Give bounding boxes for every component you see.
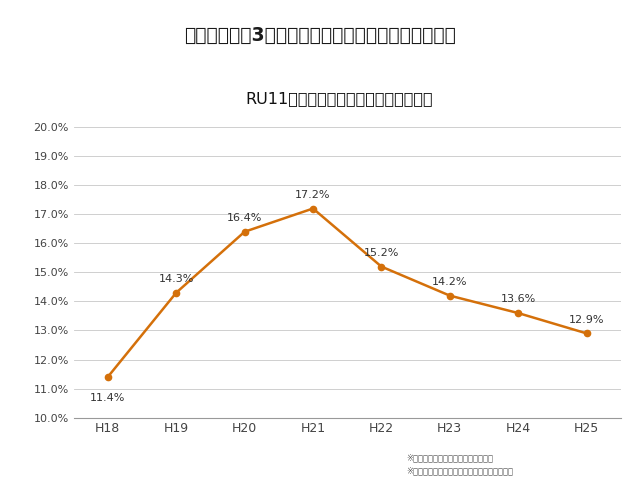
Text: RU11間接経費率の推移（国立大のみ）: RU11間接経費率の推移（国立大のみ） xyxy=(245,91,433,106)
Text: 15.2%: 15.2% xyxy=(364,248,399,258)
Text: 11.4%: 11.4% xyxy=(90,393,125,403)
Text: 12.9%: 12.9% xyxy=(569,315,604,324)
Text: ※早稲田大学、慶應義塾大学を除く。
※間接経費の額を直接経費の額で除して算出。: ※早稲田大学、慶應義塾大学を除く。 ※間接経費の額を直接経費の額で除して算出。 xyxy=(406,454,513,475)
Text: 17.2%: 17.2% xyxy=(295,190,331,200)
Text: 13.6%: 13.6% xyxy=(500,294,536,304)
Text: 間接経費率は3割に届かず、むしろ減少傾向にある。: 間接経費率は3割に届かず、むしろ減少傾向にある。 xyxy=(184,26,456,45)
Text: 14.2%: 14.2% xyxy=(432,277,468,287)
Text: 16.4%: 16.4% xyxy=(227,213,262,223)
Text: 14.3%: 14.3% xyxy=(159,274,194,284)
